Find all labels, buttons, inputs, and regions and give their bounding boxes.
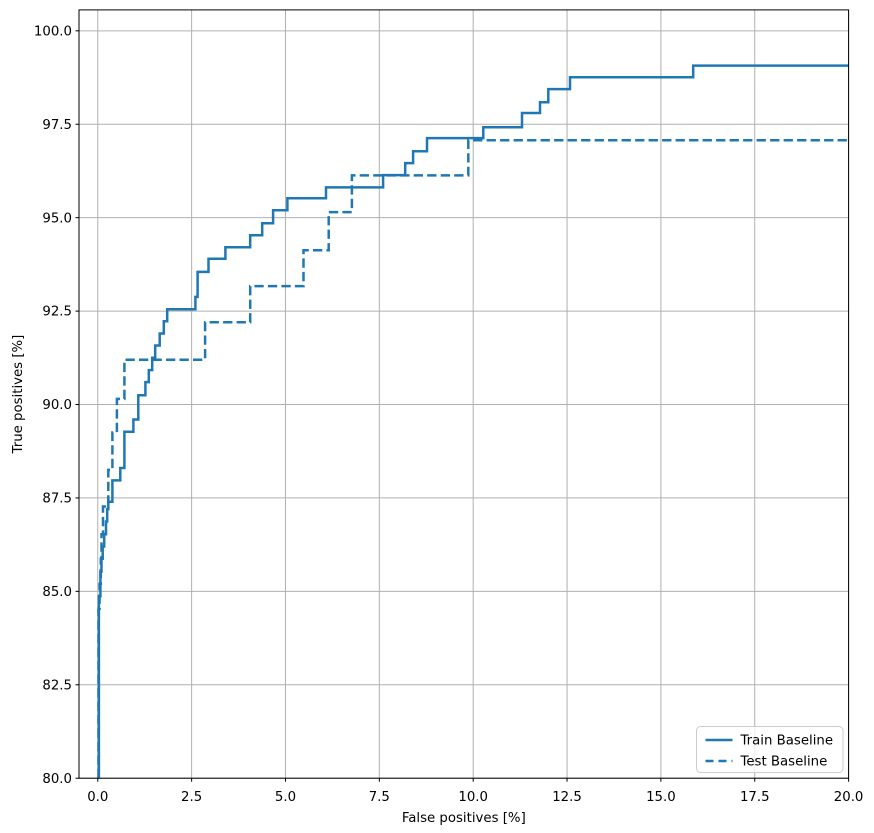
test-baseline-line [97,139,849,779]
x-tick-label: 20.0 [834,790,864,805]
x-tick-label: 10.0 [458,790,488,805]
gridlines [79,9,850,779]
y-tick-label: 100.0 [34,24,72,39]
y-axis-label: True positives [%] [11,335,26,455]
x-tick-label: 12.5 [552,790,582,805]
axes-ticks: 0.0 2.5 5.0 7.5 10.0 12.5 15.0 17.5 20.0 80.0 82.5… [34,24,863,805]
x-tick-label: 5.0 [275,790,296,805]
y-tick-label: 95.0 [42,211,72,226]
x-tick-label: 7.5 [369,790,390,805]
y-tick-label: 92.5 [42,305,72,320]
x-tick-label: 15.0 [646,790,676,805]
legend: Train Baseline Test Baseline [696,726,844,773]
x-tick-label: 2.5 [181,790,202,805]
x-axis-label: False positives [%] [402,811,526,826]
y-tick-label: 80.0 [42,772,72,787]
y-tick-label: 87.5 [42,492,72,507]
x-tick-label: 17.5 [740,790,770,805]
legend-box [696,726,844,773]
x-tick-label: 0.0 [87,790,108,805]
legend-entry-label: Test Baseline [740,755,828,770]
train-baseline-line [97,64,849,779]
y-tick-label: 82.5 [42,678,72,693]
plot-border [78,9,850,779]
y-tick-label: 85.0 [42,585,72,600]
y-tick-label: 97.5 [42,118,72,133]
legend-entry-label: Train Baseline [740,734,834,749]
y-tick-label: 90.0 [42,398,72,413]
